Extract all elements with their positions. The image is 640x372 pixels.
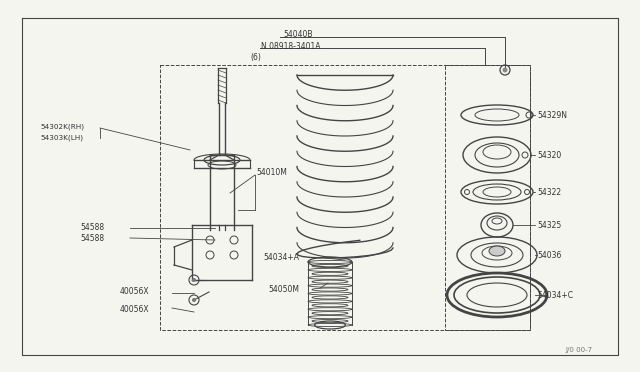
Text: 54040B: 54040B	[283, 29, 312, 38]
Text: 40056X: 40056X	[120, 288, 150, 296]
Text: (6): (6)	[250, 52, 261, 61]
Text: 54034+C: 54034+C	[537, 291, 573, 299]
Text: 54329N: 54329N	[537, 110, 567, 119]
Text: 40056X: 40056X	[120, 305, 150, 314]
Circle shape	[192, 298, 196, 302]
Text: 54302K(RH): 54302K(RH)	[40, 124, 84, 130]
Text: 54036: 54036	[537, 250, 561, 260]
Text: 54303K(LH): 54303K(LH)	[40, 135, 83, 141]
Text: 54320: 54320	[537, 151, 561, 160]
Circle shape	[502, 67, 508, 73]
Text: 54588: 54588	[80, 234, 104, 243]
Text: 54588: 54588	[80, 222, 104, 231]
Text: J/0 00-7: J/0 00-7	[565, 347, 592, 353]
Circle shape	[192, 278, 196, 282]
Text: 54325: 54325	[537, 221, 561, 230]
Text: 54050M: 54050M	[268, 285, 299, 294]
Text: 54322: 54322	[537, 187, 561, 196]
Text: 54034+A: 54034+A	[263, 253, 299, 263]
Text: 54010M: 54010M	[256, 167, 287, 176]
Ellipse shape	[489, 246, 505, 256]
Text: N 08918-3401A: N 08918-3401A	[261, 42, 321, 51]
